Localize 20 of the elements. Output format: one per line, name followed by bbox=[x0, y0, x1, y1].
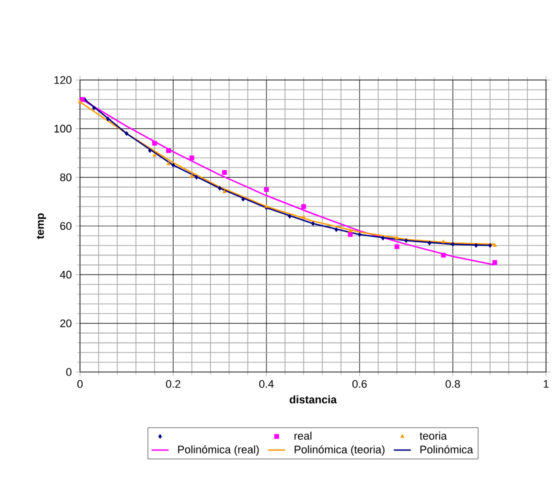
y-tick-label: 40 bbox=[60, 270, 72, 279]
x-tick-label: 0.4 bbox=[259, 380, 274, 388]
x-tick-label: 0.2 bbox=[166, 380, 180, 388]
x-tick-label: 1 bbox=[544, 380, 549, 388]
legend-label: Polinómica (teoria) bbox=[294, 445, 384, 456]
x-tick-label: 0 bbox=[77, 380, 83, 388]
y-axis-title: temp bbox=[36, 213, 46, 239]
y-tick-label: 0 bbox=[66, 368, 72, 376]
legend-label: Polinómica bbox=[420, 445, 474, 454]
y-tick-label: 20 bbox=[60, 319, 72, 328]
x-axis-title: distancia bbox=[290, 395, 337, 404]
y-tick-label: 80 bbox=[60, 173, 72, 182]
y-tick-label: 60 bbox=[60, 222, 72, 230]
y-tick-label: 100 bbox=[54, 124, 72, 133]
x-tick-label: 0.8 bbox=[446, 380, 460, 388]
legend-label: Polinómica (real) bbox=[178, 445, 259, 456]
legend-label: teoria bbox=[420, 432, 447, 440]
x-tick-label: 0.6 bbox=[352, 380, 367, 388]
legend-label: real bbox=[294, 432, 312, 440]
y-tick-label: 120 bbox=[54, 76, 72, 84]
